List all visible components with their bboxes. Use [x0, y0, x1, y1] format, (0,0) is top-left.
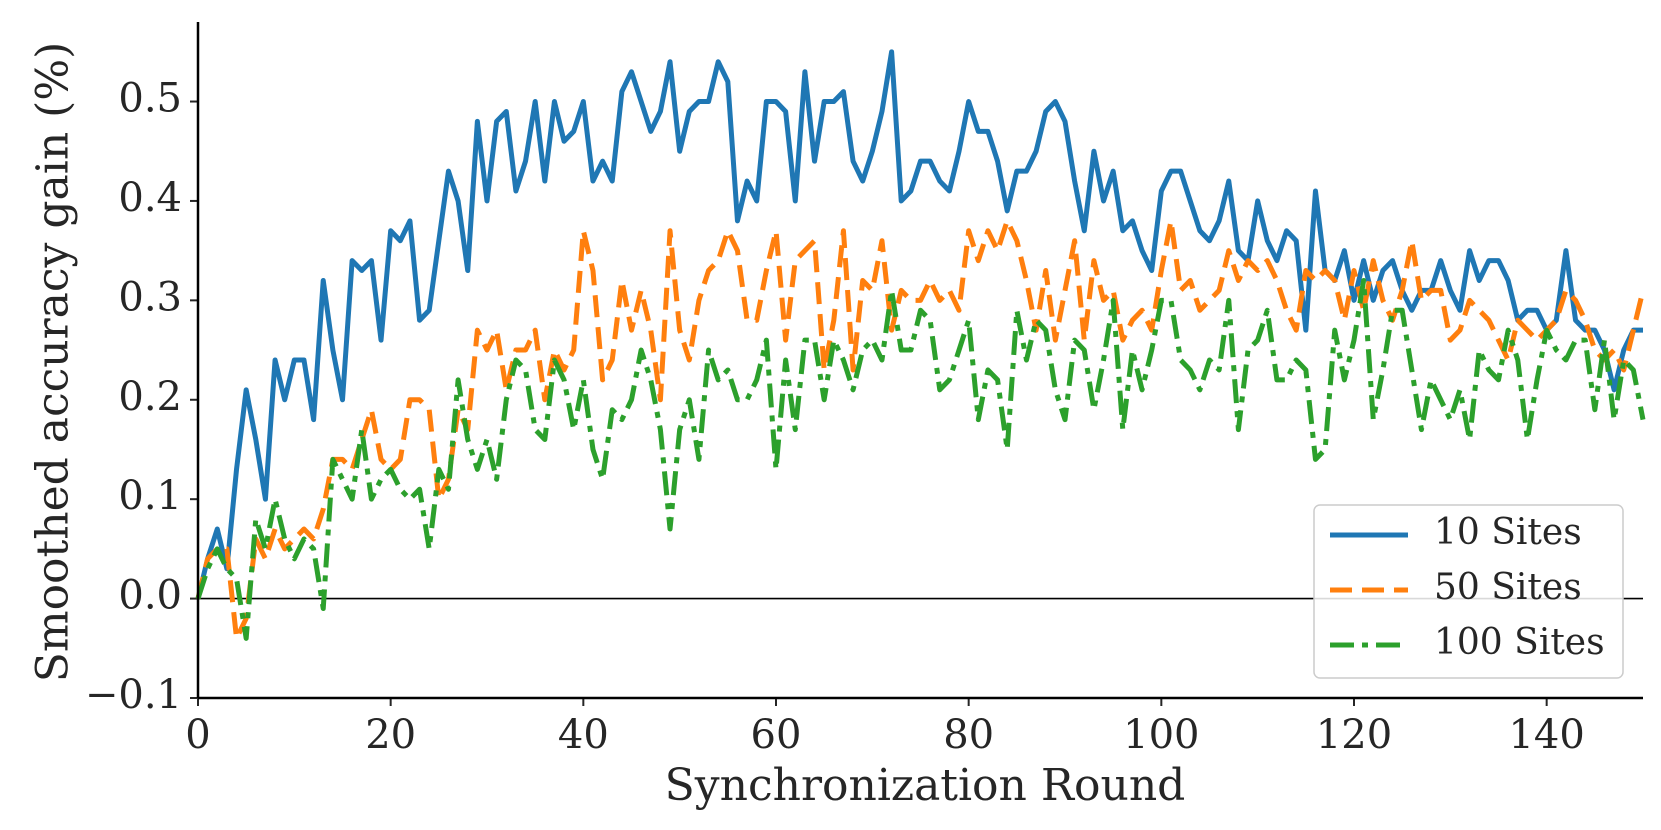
y-tick-label: 0.1 [118, 473, 182, 519]
y-tick-label: 0.3 [118, 274, 182, 320]
x-tick-label: 80 [943, 712, 994, 758]
legend-label-3: 100 Sites [1434, 622, 1605, 663]
plot-area: −0.1 0.0 0.1 0.2 0.3 0.4 0.5 0 20 40 60 80 100 120 140… [85, 22, 1646, 758]
legend-label-1: 10 Sites [1434, 512, 1582, 553]
x-tick-label: 120 [1316, 712, 1392, 758]
x-tick-label: 20 [365, 712, 416, 758]
y-tick-label: 0.5 [118, 76, 182, 122]
x-tick-label: 100 [1123, 712, 1199, 758]
series-line-2 [195, 218, 1646, 641]
x-tick-label: 140 [1508, 712, 1584, 758]
y-axis-title: Smoothed accuracy gain (%) [28, 42, 79, 683]
y-tick-label: 0.4 [118, 175, 182, 221]
x-tick-label: 60 [751, 712, 802, 758]
x-tick-label: 40 [558, 712, 609, 758]
series-line-3 [195, 277, 1646, 641]
y-axis-title-group: Smoothed accuracy gain (%) [28, 42, 79, 683]
y-tick-label: 0.0 [118, 573, 182, 619]
x-tick-label: 0 [185, 712, 210, 758]
legend-label-2: 50 Sites [1434, 567, 1582, 608]
legend-box [1313, 504, 1624, 679]
y-tick-label: 0.2 [118, 374, 182, 420]
y-tick-label: −0.1 [85, 672, 182, 718]
x-axis-title: Synchronization Round [665, 760, 1186, 811]
